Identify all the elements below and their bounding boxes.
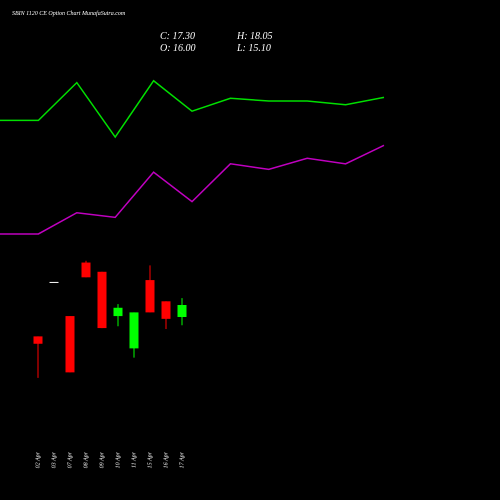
x-tick-label: 11 Apr bbox=[131, 451, 137, 468]
x-tick-label: 10 Apr bbox=[115, 451, 121, 468]
indicator-line bbox=[0, 79, 385, 139]
x-tick-label: 16 Apr bbox=[163, 451, 169, 468]
indicator-line bbox=[0, 144, 385, 235]
open-info: O: 16.00 bbox=[160, 43, 196, 54]
candle-body bbox=[49, 281, 59, 283]
low-info: L: 15.10 bbox=[236, 43, 271, 54]
candle-body bbox=[113, 307, 123, 317]
candle-body bbox=[33, 336, 43, 344]
candle-body bbox=[65, 316, 75, 373]
x-tick-label: 08 Apr bbox=[83, 451, 89, 468]
candle-body bbox=[129, 312, 139, 349]
candle-body bbox=[161, 301, 171, 319]
candle-body bbox=[145, 280, 155, 313]
candle-body bbox=[177, 305, 187, 317]
high-info: H: 18.05 bbox=[236, 31, 273, 42]
candle-body bbox=[81, 262, 91, 278]
x-tick-label: 02 Apr bbox=[35, 451, 41, 468]
chart-title: SBIN 1120 CE Option Chart MunafaSutra.co… bbox=[12, 10, 126, 17]
close-info: C: 17.30 bbox=[160, 31, 195, 42]
x-tick-label: 03 Apr bbox=[51, 451, 57, 468]
x-tick-label: 15 Apr bbox=[147, 451, 153, 468]
x-tick-label: 09 Apr bbox=[99, 451, 105, 468]
candle-body bbox=[97, 271, 107, 329]
x-tick-label: 17 Apr bbox=[179, 451, 185, 468]
x-tick-label: 07 Apr bbox=[67, 451, 73, 468]
